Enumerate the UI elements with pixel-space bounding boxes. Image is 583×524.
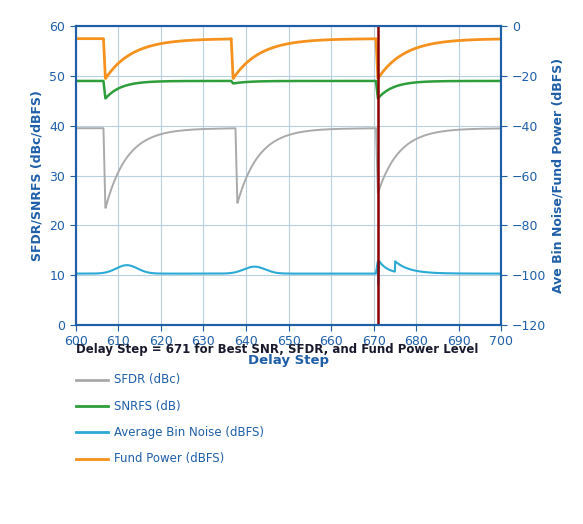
Text: Average Bin Noise (dBFS): Average Bin Noise (dBFS) — [114, 426, 264, 439]
Text: SFDR (dBc): SFDR (dBc) — [114, 374, 180, 386]
Text: SNRFS (dB): SNRFS (dB) — [114, 400, 180, 412]
Text: Delay Step = 671 for Best SNR, SFDR, and Fund Power Level: Delay Step = 671 for Best SNR, SFDR, and… — [76, 343, 478, 356]
Text: Fund Power (dBFS): Fund Power (dBFS) — [114, 452, 224, 465]
X-axis label: Delay Step: Delay Step — [248, 354, 329, 367]
Y-axis label: Ave Bin Noise/Fund Power (dBFS): Ave Bin Noise/Fund Power (dBFS) — [552, 58, 565, 293]
Y-axis label: SFDR/SNRFS (dBc/dBFS): SFDR/SNRFS (dBc/dBFS) — [31, 90, 44, 261]
